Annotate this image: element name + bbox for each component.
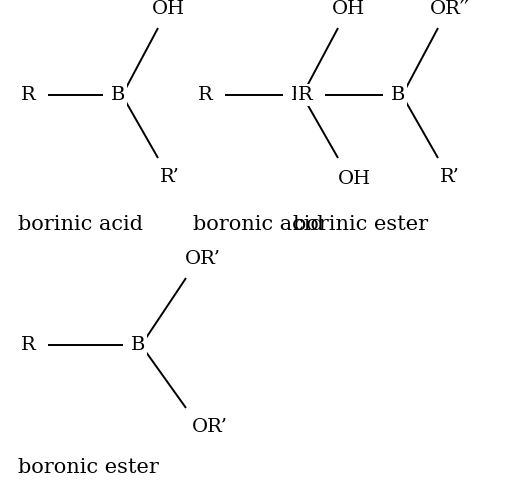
Text: borinic ester: borinic ester (293, 215, 428, 234)
Text: R: R (197, 86, 213, 104)
Text: OH: OH (332, 0, 365, 18)
Text: B: B (291, 86, 305, 104)
Text: B: B (111, 86, 125, 104)
Text: borinic acid: borinic acid (18, 215, 143, 234)
Text: OR′′: OR′′ (430, 0, 469, 18)
Text: B: B (391, 86, 405, 104)
Text: boronic acid: boronic acid (193, 215, 324, 234)
Text: OR’: OR’ (185, 250, 221, 268)
Text: R: R (297, 86, 313, 104)
Text: R’: R’ (440, 168, 460, 186)
Text: OH: OH (152, 0, 185, 18)
Text: R: R (21, 86, 35, 104)
Text: R’: R’ (160, 168, 180, 186)
Text: OH: OH (338, 170, 371, 188)
Text: boronic ester: boronic ester (18, 458, 159, 477)
Text: B: B (131, 336, 145, 354)
Text: OR’: OR’ (192, 418, 228, 436)
Text: R: R (21, 336, 35, 354)
